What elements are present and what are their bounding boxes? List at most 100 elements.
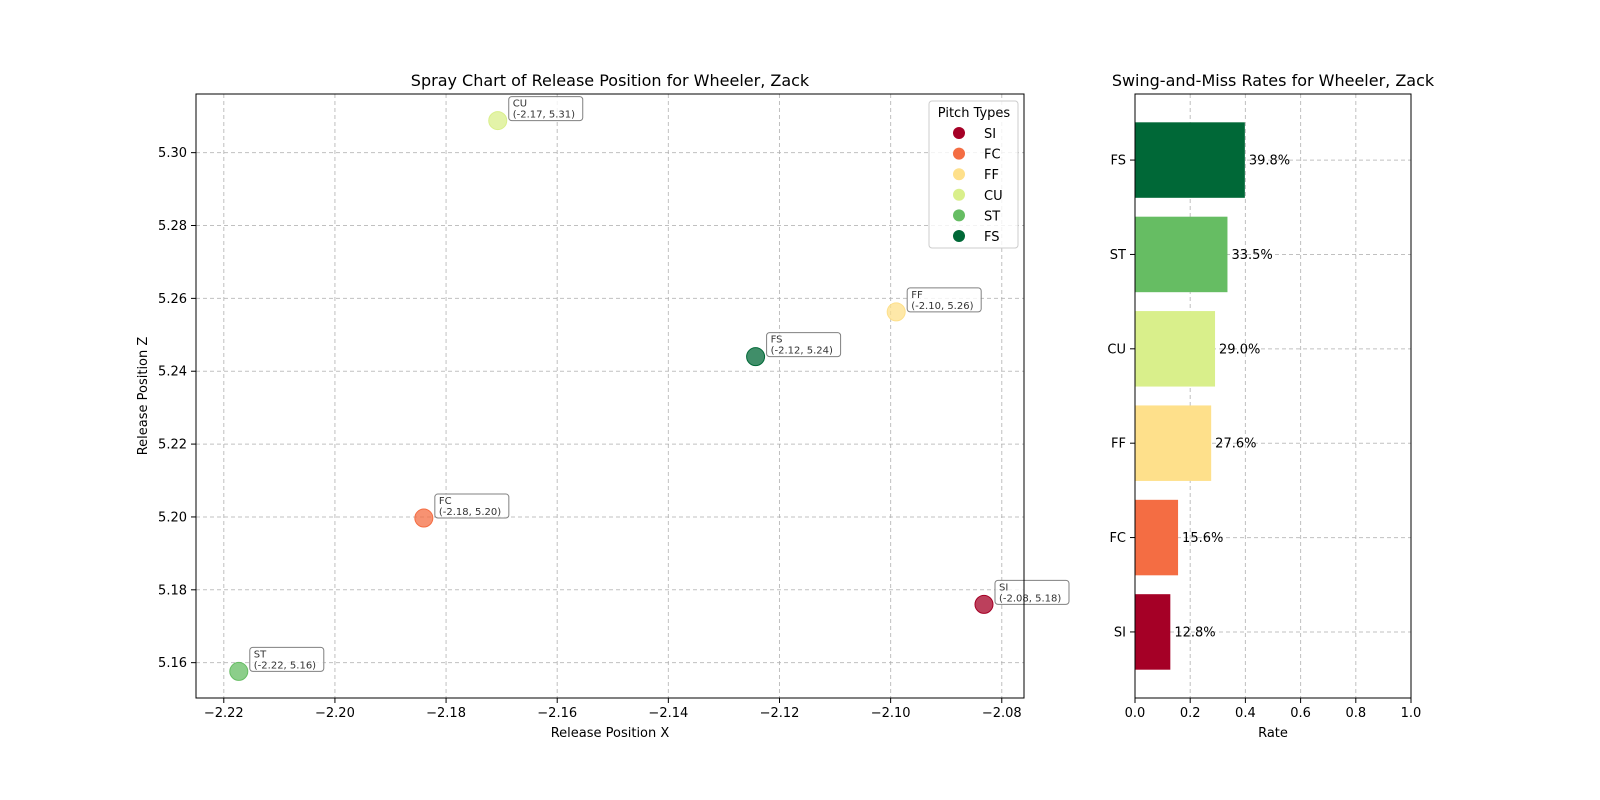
bar-ff — [1135, 405, 1212, 481]
annotation-coordinates: (-2.08, 5.18) — [999, 593, 1061, 604]
bar-category-label-fs: FS — [1110, 154, 1126, 169]
bar-value-label-ff: 27.6% — [1215, 437, 1256, 452]
scatter-annotations: SI(-2.08, 5.18)FC(-2.18, 5.20)FF(-2.10, … — [249, 96, 1070, 672]
bar-title: Swing-and-Miss Rates for Wheeler, Zack — [1112, 71, 1435, 90]
bar-x-tick-label: 0.2 — [1180, 706, 1201, 721]
scatter-legend: Pitch Types SI FC FF CU ST FS — [928, 100, 1019, 249]
scatter-x-tick-label: −2.08 — [982, 706, 1022, 721]
scatter-y-tick-label: 5.26 — [158, 292, 187, 307]
scatter-x-tick-label: −2.14 — [648, 706, 688, 721]
annotation-pitch-name: CU — [513, 99, 527, 110]
bar-fc — [1135, 499, 1179, 576]
legend-marker-cu — [953, 188, 965, 201]
bar-x-axis-label: Rate — [1258, 726, 1288, 741]
annotation-coordinates: (-2.17, 5.31) — [513, 110, 575, 121]
bar-category-label-si: SI — [1114, 625, 1126, 640]
scatter-y-tick-label: 5.24 — [158, 365, 187, 380]
point-annotation-ff: FF(-2.10, 5.26) — [906, 287, 982, 313]
bar-fs — [1135, 122, 1245, 198]
legend-marker-si — [953, 127, 965, 139]
bar-si — [1135, 594, 1171, 670]
annotation-coordinates: (-2.18, 5.20) — [439, 507, 501, 518]
bar-x-tick-label: 0.8 — [1345, 706, 1366, 721]
legend-marker-fs — [953, 230, 965, 242]
bar-category-label-fc: FC — [1109, 531, 1126, 546]
annotation-box — [994, 579, 1070, 605]
legend-entries: SI FC FF CU ST FS — [953, 127, 1003, 245]
bar-value-label-cu: 29.0% — [1219, 342, 1260, 357]
bar-x-tick-label: 0.0 — [1125, 706, 1146, 721]
annotation-box — [434, 493, 510, 519]
legend-label-st: ST — [984, 209, 1000, 224]
legend-label-fc: FC — [984, 148, 1001, 163]
scatter-point-fc — [414, 508, 434, 528]
legend-label-ff: FF — [984, 168, 999, 183]
legend-title: Pitch Types — [938, 106, 1011, 121]
bar-value-label-fs: 39.8% — [1249, 154, 1290, 169]
scatter-point-ff — [886, 302, 906, 322]
annotation-pitch-name: ST — [254, 649, 267, 660]
bar-x-tick-label: 0.6 — [1290, 706, 1311, 721]
scatter-x-tick-label: −2.22 — [204, 706, 244, 721]
scatter-x-ticks: −2.22 −2.20 −2.18 −2.16 −2.14 −2.12 −2.10 −2.08 — [204, 698, 1022, 721]
bar-value-label-si: 12.8% — [1174, 625, 1215, 640]
bar-y-ticks: SI FC FF CU ST FS — [1107, 154, 1135, 640]
legend-label-si: SI — [984, 127, 996, 142]
scatter-point-si — [974, 594, 994, 614]
bar-chart: Swing-and-Miss Rates for Wheeler, Zack 1… — [1107, 71, 1435, 741]
scatter-y-axis-label: Release Position Z — [136, 337, 151, 456]
scatter-grid — [196, 94, 1024, 698]
point-annotation-st: ST(-2.22, 5.16) — [249, 646, 325, 672]
legend-marker-fc — [953, 147, 965, 160]
scatter-y-tick-label: 5.30 — [158, 146, 187, 161]
scatter-points — [229, 111, 994, 681]
point-annotation-fc: FC(-2.18, 5.20) — [434, 493, 510, 519]
bar-x-ticks: 0.0 0.2 0.4 0.6 0.8 1.0 — [1125, 698, 1422, 721]
scatter-chart: Spray Chart of Release Position for Whee… — [136, 71, 1070, 741]
scatter-title: Spray Chart of Release Position for Whee… — [411, 71, 810, 90]
bar-bars — [1135, 122, 1245, 670]
scatter-y-tick-label: 5.28 — [158, 219, 187, 234]
annotation-box — [508, 96, 584, 122]
annotation-coordinates: (-2.10, 5.26) — [911, 301, 973, 312]
scatter-x-tick-label: −2.18 — [426, 706, 466, 721]
scatter-y-tick-label: 5.16 — [158, 656, 187, 671]
scatter-y-tick-label: 5.18 — [158, 583, 187, 598]
annotation-box — [249, 646, 325, 672]
legend-frame — [928, 100, 1019, 249]
scatter-point-st — [229, 661, 249, 681]
bar-category-label-st: ST — [1110, 248, 1126, 263]
annotation-coordinates: (-2.22, 5.16) — [254, 660, 316, 671]
scatter-x-tick-label: −2.12 — [760, 706, 800, 721]
bar-cu — [1135, 311, 1216, 387]
annotation-box — [766, 332, 842, 358]
scatter-x-tick-label: −2.16 — [537, 706, 577, 721]
legend-label-cu: CU — [984, 189, 1003, 204]
point-annotation-fs: FS(-2.12, 5.24) — [766, 332, 842, 358]
bar-category-label-cu: CU — [1107, 342, 1126, 357]
annotation-box — [906, 287, 982, 313]
legend-marker-ff — [953, 168, 965, 181]
annotation-pitch-name: SI — [999, 582, 1008, 593]
annotation-pitch-name: FS — [771, 335, 783, 346]
bar-value-label-fc: 15.6% — [1182, 531, 1223, 546]
bar-x-tick-label: 1.0 — [1401, 706, 1422, 721]
scatter-x-axis-label: Release Position X — [551, 726, 670, 741]
point-annotation-si: SI(-2.08, 5.18) — [994, 579, 1070, 605]
scatter-x-tick-label: −2.20 — [315, 706, 355, 721]
scatter-y-tick-label: 5.22 — [158, 438, 187, 453]
bar-st — [1135, 216, 1228, 293]
scatter-point-fs — [746, 347, 766, 367]
bar-plot-frame — [1134, 93, 1412, 699]
bar-category-label-ff: FF — [1111, 437, 1126, 452]
scatter-y-ticks: 5.16 5.18 5.20 5.22 5.24 5.26 5.28 5.30 — [158, 146, 196, 671]
annotation-coordinates: (-2.12, 5.24) — [771, 346, 833, 357]
point-annotation-cu: CU(-2.17, 5.31) — [508, 96, 584, 122]
scatter-y-tick-label: 5.20 — [158, 510, 187, 525]
bar-value-labels: 12.8% 15.6% 27.6% 29.0% 33.5% 39.8% — [1174, 154, 1290, 641]
bar-x-tick-label: 0.4 — [1235, 706, 1256, 721]
bar-value-label-st: 33.5% — [1231, 248, 1272, 263]
annotation-pitch-name: FF — [911, 290, 923, 301]
scatter-x-tick-label: −2.10 — [871, 706, 911, 721]
